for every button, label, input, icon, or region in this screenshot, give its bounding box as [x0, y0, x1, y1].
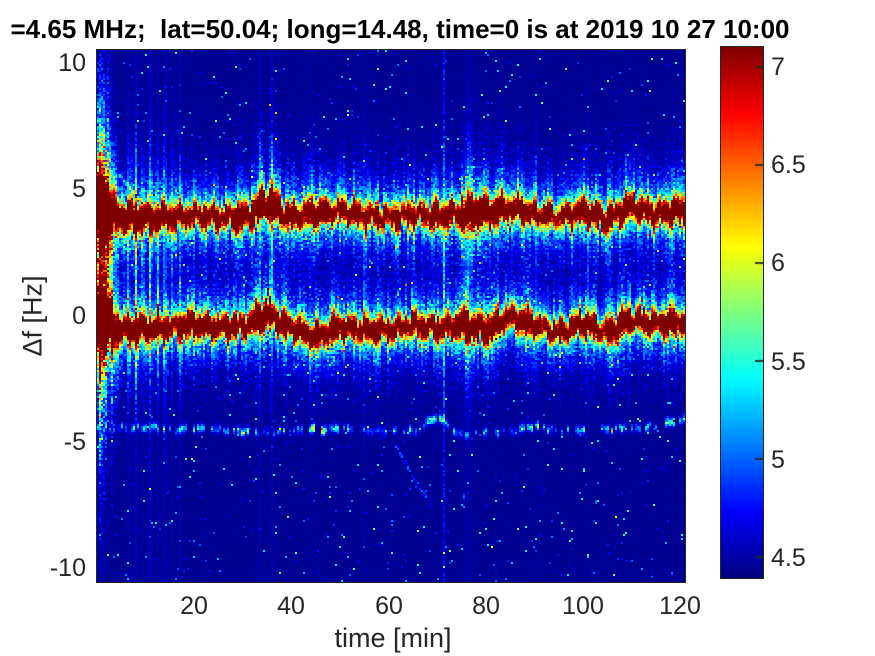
- x-tick-label: 40: [277, 592, 305, 620]
- y-tick-label: -5: [63, 428, 86, 456]
- plot-title: =4.65 MHz; lat=50.04; long=14.48, time=0…: [10, 14, 790, 44]
- colorbar-canvas: [721, 47, 763, 578]
- colorbar-tick-label: 6: [771, 249, 785, 277]
- colorbar-tick-label: 6.5: [771, 151, 806, 179]
- y-tick-label: 0: [72, 302, 86, 330]
- y-tick-label: 5: [72, 175, 86, 203]
- colorbar-tick-label: 7: [771, 53, 785, 81]
- x-tick-label: 100: [562, 592, 604, 620]
- y-tick-label: 10: [58, 49, 86, 77]
- plot-area: [96, 49, 686, 583]
- x-tick-label: 20: [180, 592, 208, 620]
- colorbar-tick-label: 5.5: [771, 348, 806, 376]
- x-tick-label: 80: [472, 592, 500, 620]
- colorbar-tick-label: 4.5: [771, 544, 806, 572]
- x-tick-label: 60: [375, 592, 403, 620]
- y-tick-label: -10: [49, 554, 86, 582]
- x-axis-label: time [min]: [334, 623, 452, 653]
- colorbar: [720, 46, 764, 579]
- spectrogram-canvas: [97, 50, 685, 582]
- x-tick-label: 120: [659, 592, 701, 620]
- colorbar-tick-label: 5: [771, 446, 785, 474]
